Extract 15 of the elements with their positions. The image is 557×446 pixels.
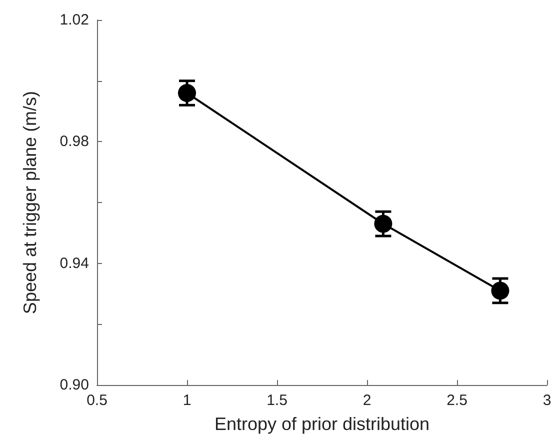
point bbox=[374, 214, 392, 233]
x-tick-label: 3 bbox=[542, 392, 552, 409]
y-axis-title: Speed at trigger plane (m/s) bbox=[20, 90, 40, 314]
x-tick-label: 2.5 bbox=[446, 392, 468, 409]
x-tick-label: 0.5 bbox=[86, 392, 108, 409]
x-tick-label: 1.5 bbox=[266, 392, 288, 409]
y-tick-label: 0.98 bbox=[60, 133, 89, 150]
point bbox=[491, 282, 510, 300]
y-tick-label: 1.02 bbox=[60, 12, 89, 28]
y-tick-label: 0.90 bbox=[60, 376, 89, 394]
x-axis-title: Entropy of prior distribution bbox=[214, 414, 430, 434]
x-tick-label: 1 bbox=[182, 392, 192, 409]
x-tick-label: 2 bbox=[362, 392, 372, 409]
point bbox=[178, 84, 196, 102]
y-tick-label: 0.94 bbox=[60, 254, 89, 272]
